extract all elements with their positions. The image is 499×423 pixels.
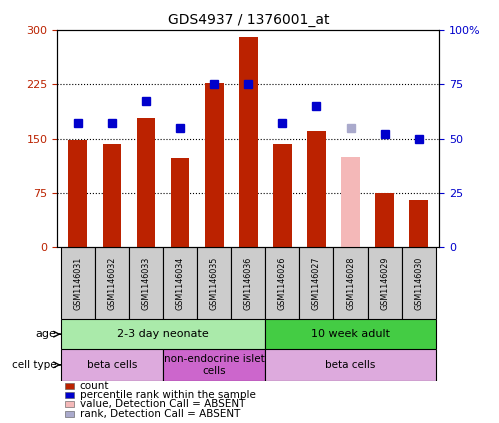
Bar bbox=[171, 158, 190, 247]
Bar bbox=[239, 37, 257, 247]
Bar bbox=[265, 247, 299, 319]
Text: rank, Detection Call = ABSENT: rank, Detection Call = ABSENT bbox=[80, 409, 240, 419]
Text: cell type: cell type bbox=[12, 360, 57, 370]
Text: value, Detection Call = ABSENT: value, Detection Call = ABSENT bbox=[80, 399, 245, 409]
Bar bbox=[205, 82, 224, 247]
Text: non-endocrine islet
cells: non-endocrine islet cells bbox=[164, 354, 264, 376]
Bar bbox=[129, 247, 163, 319]
Text: 10 week adult: 10 week adult bbox=[311, 329, 390, 339]
Text: GSM1146030: GSM1146030 bbox=[414, 257, 423, 310]
Text: GSM1146036: GSM1146036 bbox=[244, 257, 253, 310]
Bar bbox=[299, 247, 333, 319]
Bar bbox=[409, 200, 428, 247]
Text: count: count bbox=[80, 381, 109, 391]
Text: GSM1146034: GSM1146034 bbox=[176, 257, 185, 310]
Text: GSM1146026: GSM1146026 bbox=[278, 257, 287, 310]
Bar bbox=[95, 247, 129, 319]
Bar bbox=[375, 193, 394, 247]
Bar bbox=[333, 247, 368, 319]
Bar bbox=[307, 131, 326, 247]
Bar bbox=[61, 247, 95, 319]
Bar bbox=[231, 247, 265, 319]
Bar bbox=[163, 349, 265, 381]
Bar bbox=[103, 144, 121, 247]
Bar bbox=[265, 319, 436, 349]
Bar bbox=[368, 247, 402, 319]
Text: GSM1146031: GSM1146031 bbox=[73, 257, 82, 310]
Text: GSM1146033: GSM1146033 bbox=[142, 257, 151, 310]
Text: 2-3 day neonate: 2-3 day neonate bbox=[117, 329, 209, 339]
Bar bbox=[265, 349, 436, 381]
Bar bbox=[197, 247, 231, 319]
Text: GSM1146029: GSM1146029 bbox=[380, 257, 389, 310]
Text: age: age bbox=[36, 329, 57, 339]
Text: beta cells: beta cells bbox=[325, 360, 376, 370]
Bar bbox=[68, 140, 87, 247]
Bar bbox=[273, 144, 292, 247]
Bar bbox=[61, 319, 265, 349]
Bar bbox=[163, 247, 197, 319]
Bar bbox=[61, 349, 163, 381]
Bar bbox=[341, 157, 360, 247]
Text: GSM1146027: GSM1146027 bbox=[312, 257, 321, 310]
Title: GDS4937 / 1376001_at: GDS4937 / 1376001_at bbox=[168, 13, 329, 27]
Text: GSM1146032: GSM1146032 bbox=[107, 257, 116, 310]
Text: percentile rank within the sample: percentile rank within the sample bbox=[80, 390, 255, 400]
Text: GSM1146028: GSM1146028 bbox=[346, 257, 355, 310]
Bar bbox=[137, 118, 155, 247]
Bar bbox=[402, 247, 436, 319]
Text: GSM1146035: GSM1146035 bbox=[210, 257, 219, 310]
Text: beta cells: beta cells bbox=[87, 360, 137, 370]
